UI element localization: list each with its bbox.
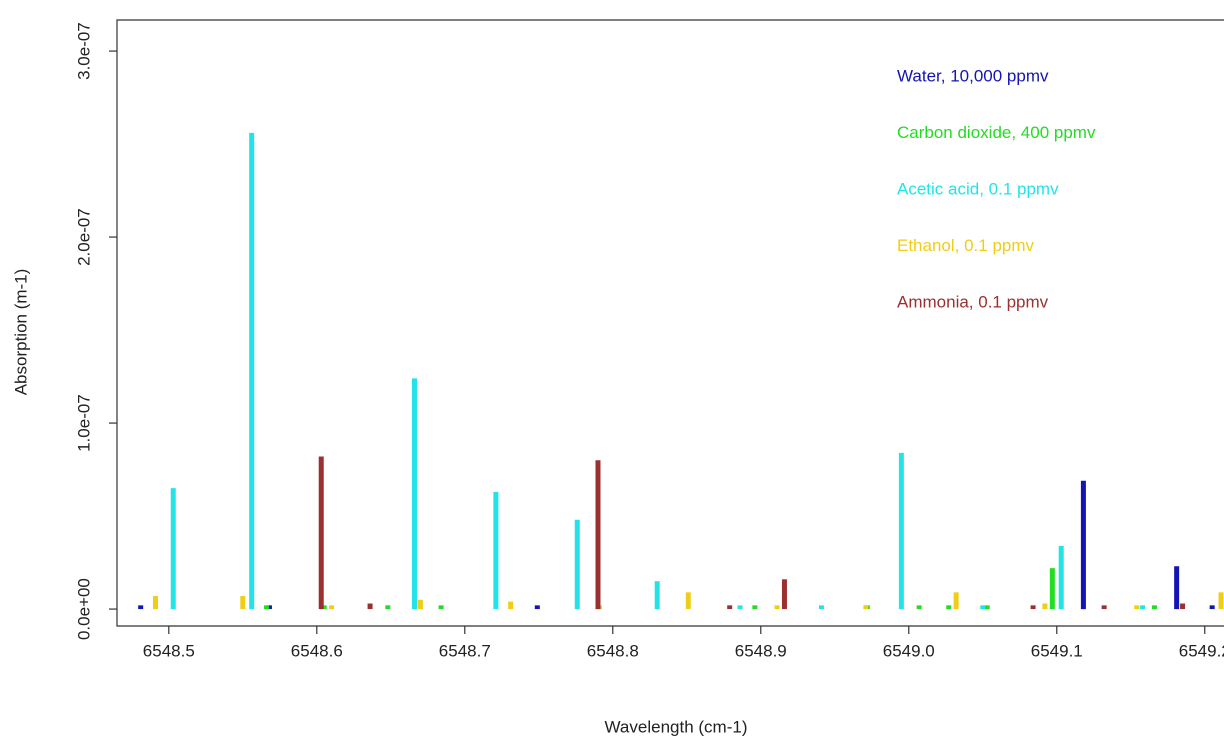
x-tick-label: 6549.0: [883, 641, 935, 660]
legend-entry: Acetic acid, 0.1 ppmv: [897, 179, 1059, 198]
x-axis-label: Wavelength (cm-1): [605, 717, 748, 736]
legend-entry: Carbon dioxide, 400 ppmv: [897, 123, 1096, 142]
legend-entry: Ethanol, 0.1 ppmv: [897, 236, 1035, 255]
x-tick-label: 6549.1: [1031, 641, 1083, 660]
x-tick-label: 6549.2: [1179, 641, 1224, 660]
x-tick-label: 6548.7: [439, 641, 491, 660]
y-tick-label: 3.0e-07: [74, 22, 93, 80]
x-tick-label: 6548.5: [143, 641, 195, 660]
legend-entry: Water, 10,000 ppmv: [897, 66, 1049, 85]
plot-frame: [116, 19, 1224, 627]
x-tick-label: 6548.6: [291, 641, 343, 660]
y-tick-label: 0.0e+00: [74, 578, 93, 640]
y-axis-label: Absorption (m-1): [11, 269, 30, 396]
y-tick-label: 2.0e-07: [74, 208, 93, 266]
x-tick-label: 6548.8: [587, 641, 639, 660]
legend-entry: Ammonia, 0.1 ppmv: [897, 292, 1049, 311]
x-tick-label: 6548.9: [735, 641, 787, 660]
y-tick-label: 1.0e-07: [74, 394, 93, 452]
